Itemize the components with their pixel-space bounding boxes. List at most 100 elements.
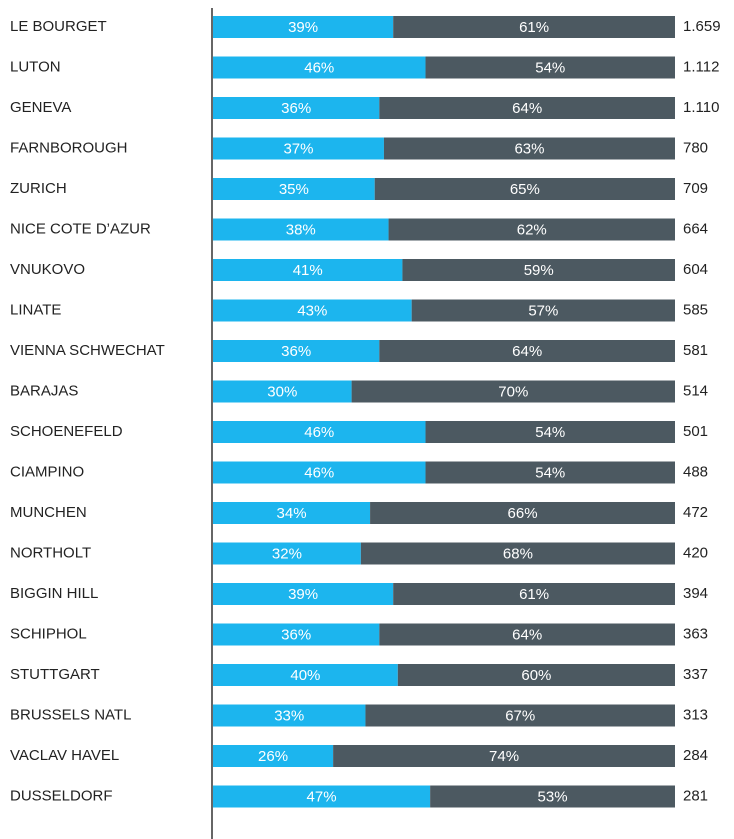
bar-segment [213,623,380,646]
bar-segment [402,259,675,281]
category-label: NICE COTE D’AZUR [10,220,151,237]
bar-segment [397,664,675,686]
value-label: 33% [274,707,304,724]
value-label: 62% [517,221,547,238]
bar-segment [213,380,352,403]
category-label: LINATE [10,301,61,318]
value-label: 66% [508,505,538,522]
bar-segment [333,745,675,767]
category-label: VACLAV HAVEL [10,747,119,764]
category-label: BARAJAS [10,382,78,399]
bar-segment [365,704,675,727]
value-label: 46% [304,424,334,441]
bar-segment [379,97,675,119]
total-label: 709 [683,180,708,197]
bar-segment [213,16,394,38]
bar-segment [213,785,431,808]
category-label: NORTHOLT [10,544,91,561]
value-label: 35% [279,181,309,198]
total-label: 664 [683,220,708,237]
total-label: 581 [683,342,708,359]
value-label: 67% [505,707,535,724]
total-label: 284 [683,747,708,764]
total-label: 604 [683,261,708,278]
value-label: 36% [281,100,311,117]
bar-segment [393,583,675,605]
category-label: SCHOENEFELD [10,423,123,440]
bar-segment [430,785,675,808]
value-label: 63% [514,140,544,157]
total-label: 1.110 [683,99,719,116]
category-label: BRUSSELS NATL [10,706,131,723]
bar-segment [379,623,675,646]
category-label: BIGGIN HILL [10,585,98,602]
bar-segment [360,542,675,565]
total-label: 488 [683,463,708,480]
bar-segment [213,97,380,119]
category-label: SCHIPHOL [10,625,87,642]
category-label: MUNCHEN [10,504,87,521]
category-label: LUTON [10,58,61,75]
bar-segment [213,704,366,727]
value-label: 54% [535,424,565,441]
value-label: 46% [304,464,334,481]
bar-segment [213,421,426,443]
category-label: LE BOURGET [10,18,107,35]
total-label: 501 [683,423,708,440]
value-label: 39% [288,19,318,36]
category-label: GENEVA [10,99,71,116]
value-label: 30% [267,383,297,400]
bar-segment [351,380,675,403]
bar-segment [213,461,426,484]
bar-segment [383,137,675,160]
bar-segment [213,502,371,524]
bar-segment [411,299,675,322]
bar-segment [213,542,361,565]
total-label: 780 [683,139,708,156]
value-label: 36% [281,343,311,360]
category-label: ZURICH [10,180,67,197]
value-label: 65% [510,181,540,198]
total-label: 394 [683,585,708,602]
value-label: 64% [512,626,542,643]
value-label: 39% [288,586,318,603]
value-label: 68% [503,545,533,562]
value-label: 40% [290,667,320,684]
bar-segment [213,299,412,322]
value-label: 26% [258,748,288,765]
value-label: 53% [538,788,568,805]
value-label: 43% [297,302,327,319]
total-label: 281 [683,787,708,804]
category-label: STUTTGART [10,666,100,683]
bar-segment [213,259,403,281]
value-label: 54% [535,59,565,76]
bar-segment [379,340,675,362]
bar-segment [213,137,384,160]
value-label: 36% [281,626,311,643]
value-label: 46% [304,59,334,76]
bar-segment [213,218,389,241]
bar-segment [388,218,675,241]
category-label: VNUKOVO [10,261,85,278]
total-label: 514 [683,382,708,399]
total-label: 585 [683,301,708,318]
bar-segment [213,178,375,200]
value-label: 61% [519,586,549,603]
value-label: 61% [519,19,549,36]
value-label: 64% [512,100,542,117]
bar-segment [213,56,426,79]
value-label: 47% [307,788,337,805]
bar-segment [425,56,675,79]
value-label: 38% [286,221,316,238]
category-label: DUSSELDORF [10,787,113,804]
bar-segment [213,664,398,686]
value-label: 57% [528,302,558,319]
value-label: 32% [272,545,302,562]
value-label: 41% [293,262,323,279]
category-label: FARNBOROUGH [10,139,128,156]
total-label: 1.112 [683,58,719,75]
value-label: 37% [283,140,313,157]
bar-segment [425,421,675,443]
value-label: 59% [524,262,554,279]
